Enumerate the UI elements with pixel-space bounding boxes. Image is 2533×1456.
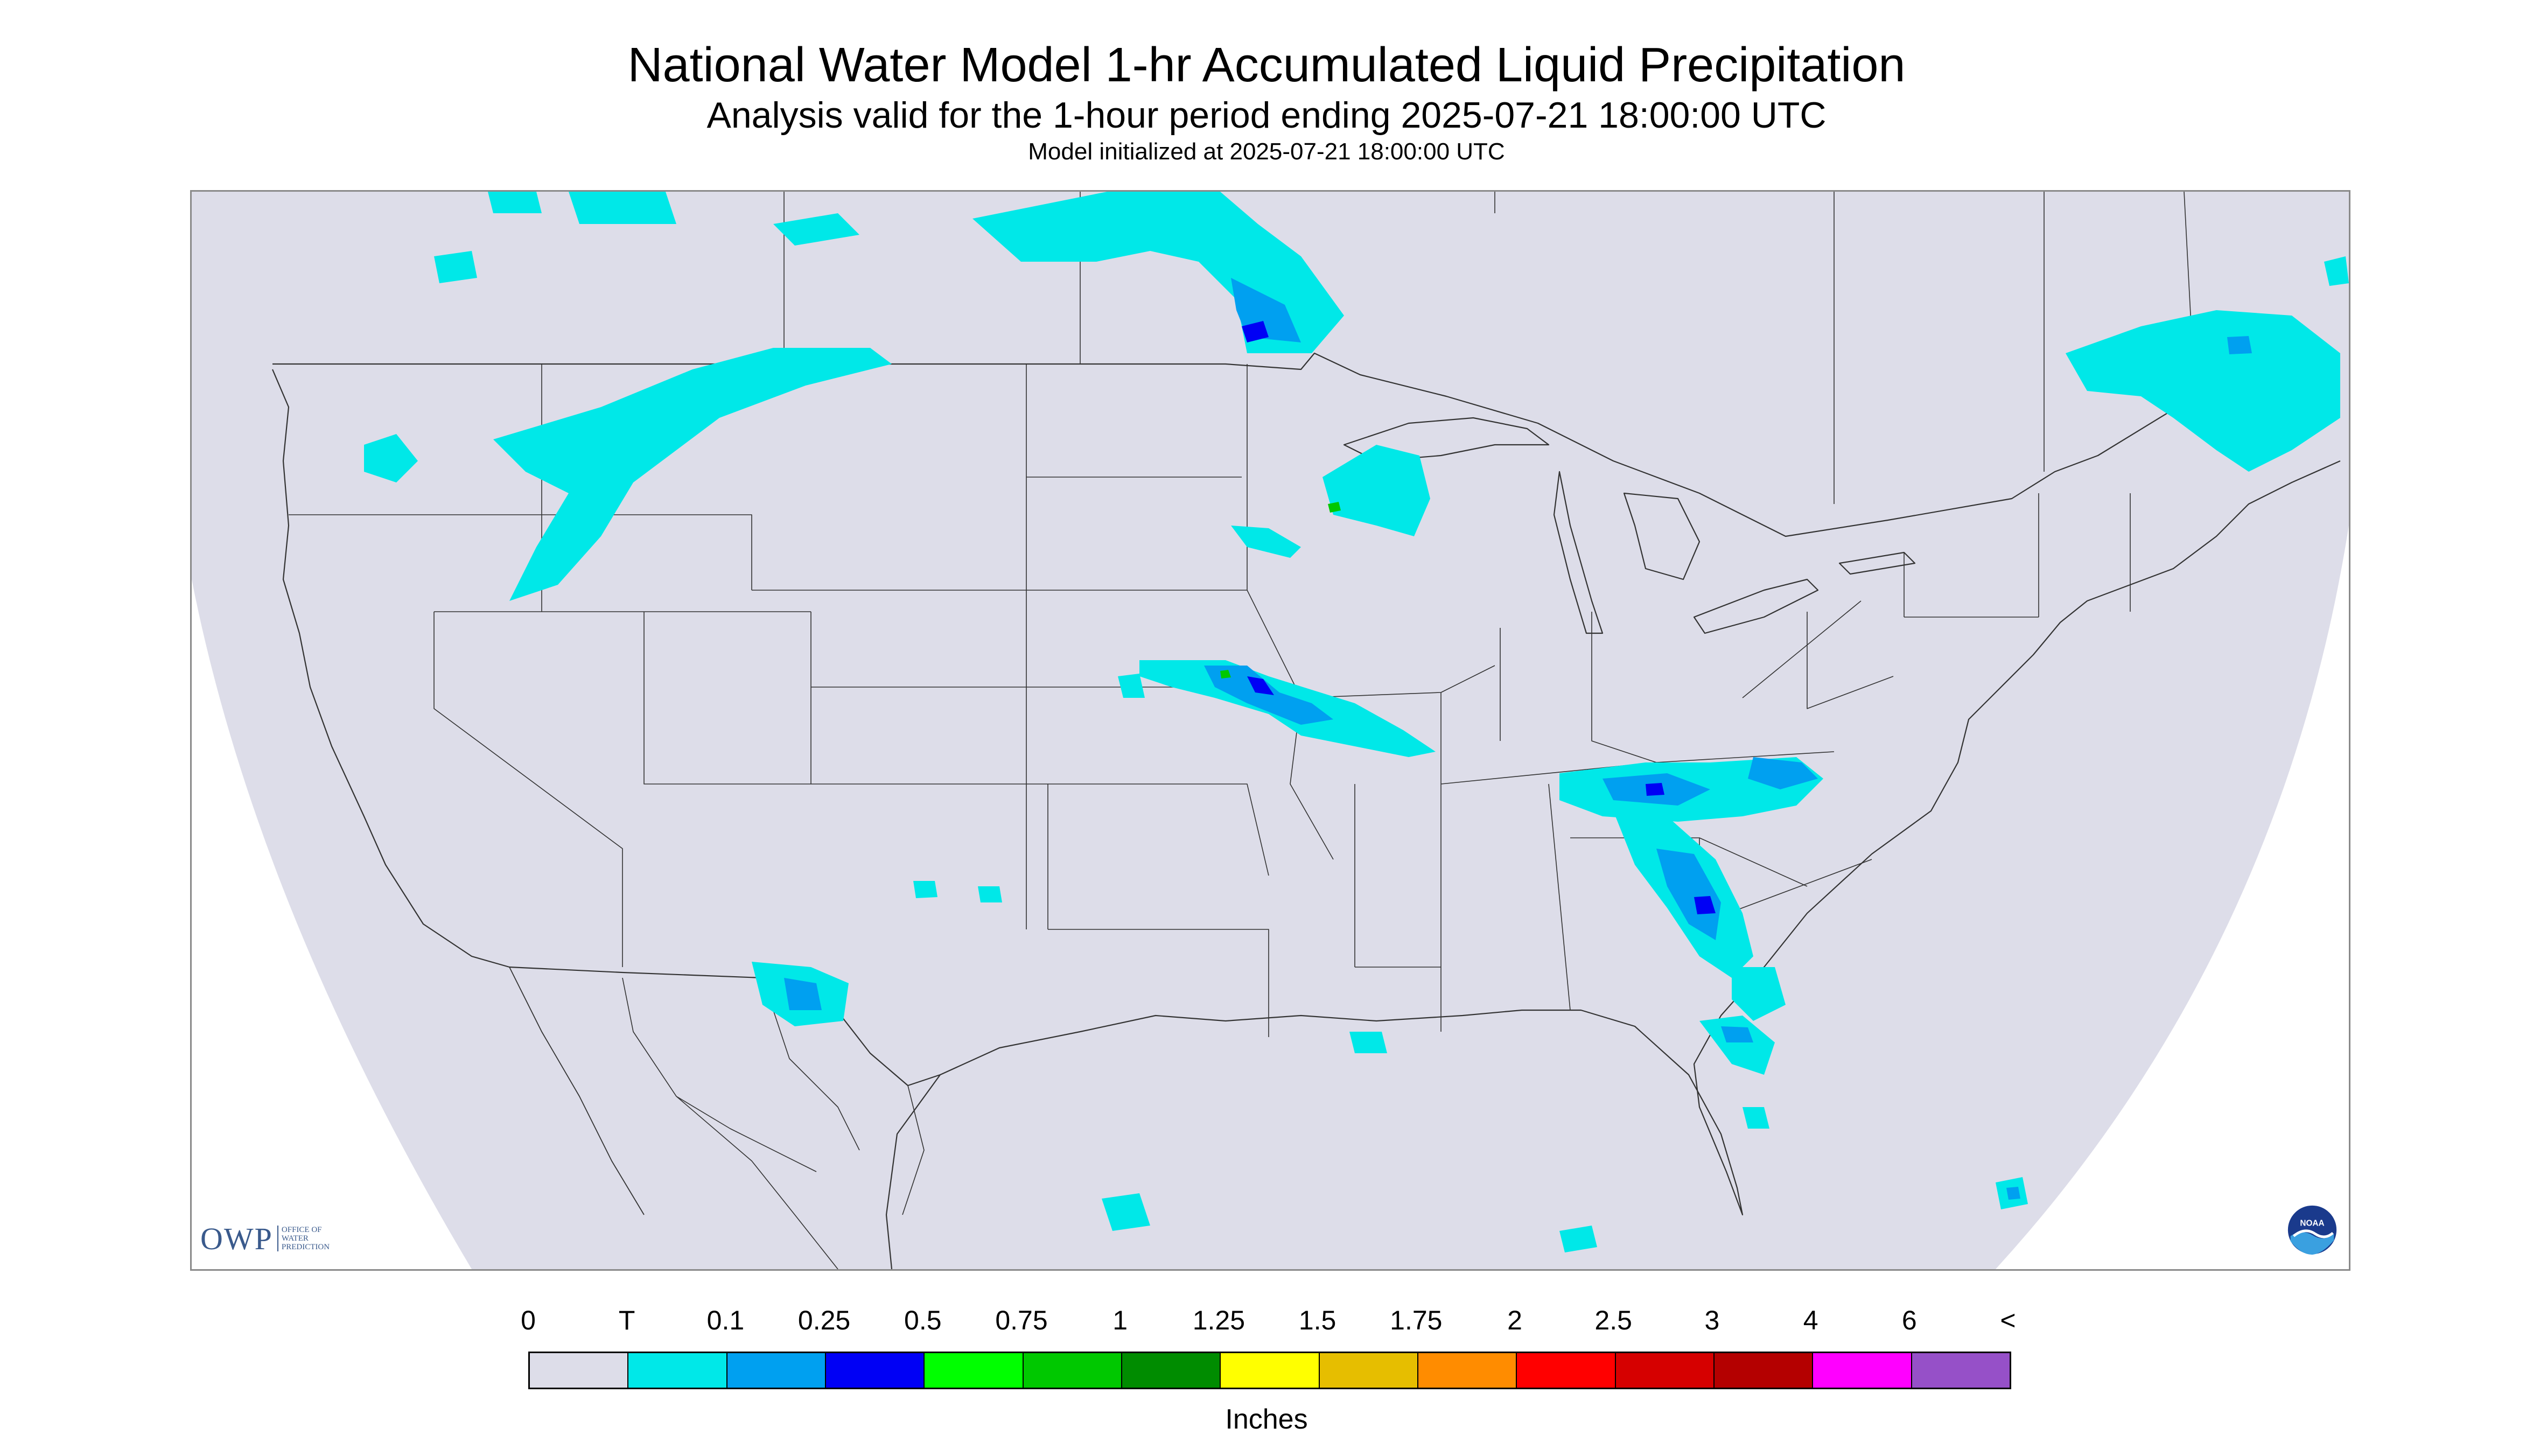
legend-swatch [1221,1353,1320,1388]
political-boundaries [271,192,2341,1269]
lake-michigan [1553,471,1604,634]
precipitation-map [190,190,2350,1271]
precipitation-cells [364,192,2349,1252]
legend-swatch [628,1353,727,1388]
legend-units-label: Inches [1225,1404,1308,1435]
precip-cell [1694,896,1716,914]
legend-tick-label: 1 [1112,1305,1128,1335]
precip-cell [1748,757,1818,789]
legend-swatch [825,1353,925,1388]
us-canada-border [272,352,2292,537]
precip-cell [569,192,676,224]
precip-cell [773,213,859,246]
legend-tick-label: 1.5 [1298,1305,1337,1335]
precip-cell [1656,849,1721,940]
map-subtitle: Analysis valid for the 1-hour period end… [706,95,1827,136]
legend-swatch [1714,1353,1814,1388]
precip-cell [1732,967,1786,1021]
baja-coast [509,967,645,1215]
precip-cell [978,886,1002,902]
legend-tick-label: 0.5 [904,1305,942,1335]
precip-cell [364,434,418,482]
noaa-logo: NOAA [2286,1204,2338,1256]
legend-tick-label: 4 [1803,1305,1818,1335]
legend-tick-label: 1.25 [1192,1305,1245,1335]
precip-cell [1699,1016,1775,1075]
precip-cell [1349,1032,1387,1053]
legend-tick-label: 2.5 [1594,1305,1632,1335]
legend-tick-label: 0.75 [995,1305,1048,1335]
legend-swatch [1912,1353,2010,1388]
precip-cell [1102,1193,1150,1231]
legend-tick-label: T [618,1305,635,1335]
legend-swatch [1023,1353,1122,1388]
model-init-text: Model initialized at 2025-07-21 18:00:00… [1028,138,1505,165]
legend-swatch [1418,1353,1517,1388]
precip-cell [784,978,822,1010]
precip-cell [1220,670,1231,678]
precip-cell [913,881,937,898]
precip-cell [1328,502,1341,513]
map-canvas [192,192,2349,1269]
lake-ontario [1838,551,1916,575]
precip-cell [1118,674,1145,698]
owp-logo-subtitle: OFFICE OF WATER PREDICTION [277,1226,330,1251]
lake-erie [1693,578,1819,634]
precip-cell [434,251,477,283]
legend-tick-label: 3 [1704,1305,1720,1335]
gulf-atlantic-coastline [885,460,2341,1269]
legend-swatch [1319,1353,1418,1388]
precip-cell [493,348,892,601]
precip-cell [1323,445,1430,536]
precip-cell [1646,783,1664,796]
legend-tick-label: 1.75 [1390,1305,1443,1335]
precip-cell [1559,1226,1597,1252]
legend-tick-label: < [2000,1305,2016,1335]
legend-swatch [1615,1353,1715,1388]
precip-cell [2066,310,2340,472]
legend-swatch [925,1353,1024,1388]
legend-colorbar [528,1352,2011,1389]
legend-tick-label: 0 [521,1305,536,1335]
precip-cell [1242,321,1269,342]
map-title: National Water Model 1-hr Accumulated Li… [627,38,1906,92]
owp-logo: OWP OFFICE OF WATER PREDICTION [200,1221,373,1256]
precip-cell [2324,256,2349,286]
canada-lines [783,192,2195,504]
precip-cell [1721,1026,1753,1042]
precip-cell [1204,666,1333,725]
precip-cell [1743,1107,1769,1129]
precip-cell [2227,336,2252,354]
owp-logo-text: OWP [200,1221,273,1256]
legend-swatch [1813,1353,1912,1388]
precip-cell [488,192,542,213]
legend-tick-label: 2 [1507,1305,1522,1335]
legend-swatch [1122,1353,1221,1388]
model-domain [192,192,2349,1269]
mexico-lines [622,977,925,1269]
precip-cell [1247,676,1274,695]
legend-tick-label: 6 [1901,1305,1917,1335]
legend-tick-label: 0.25 [797,1305,851,1335]
legend-swatch [530,1353,629,1388]
noaa-logo-text: NOAA [2300,1219,2324,1228]
legend-tick-label: 0.1 [706,1305,745,1335]
legend-swatch [727,1353,826,1388]
state-lines [289,364,2131,1037]
precip-cell [2006,1187,2020,1200]
pacific-coastline [271,369,510,968]
legend-tick-labels: 0 T 0.1 0.25 0.5 0.75 1 1.25 1.5 1.75 2 2.5 3 4 6 < [0,1304,2533,1342]
precip-cell [1231,526,1301,558]
legend-swatch [1517,1353,1616,1388]
lake-huron [1623,492,1701,580]
